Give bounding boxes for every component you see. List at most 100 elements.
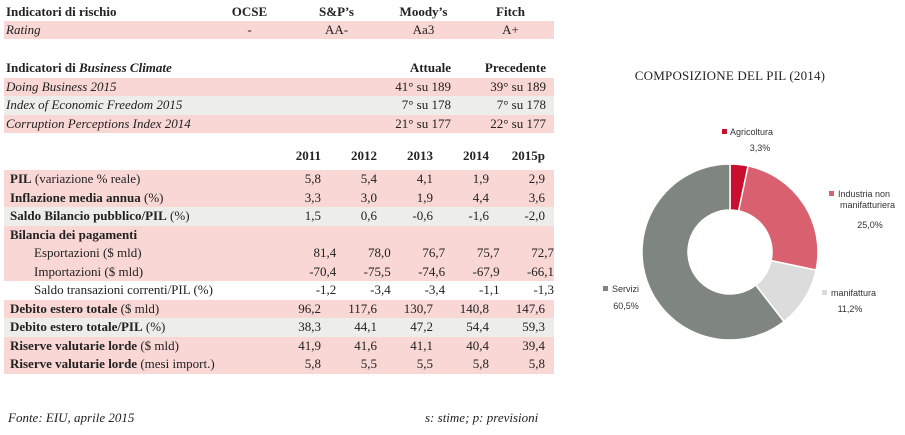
macro-row-label-bold: Riserve valutarie lorde: [10, 337, 138, 353]
macro-row: Debito estero totale/PIL (%) 38,3 44,1 47,2…: [4, 318, 554, 337]
macro-row-label-text: (mesi import.): [137, 356, 215, 371]
macro-row-label: Riserve valutarie lorde ($ mld): [4, 337, 265, 356]
macro-value-cell: 44,1: [354, 319, 377, 334]
macro-value-cell: 4,1: [416, 171, 433, 186]
macro-value-cell: 1,9: [472, 171, 489, 186]
macro-value-cell: 140,8: [459, 300, 489, 316]
macro-row-label-text: (variazione % reale): [31, 171, 141, 186]
business-climate-row-label: Doing Business 2015: [6, 78, 117, 94]
macro-value-cell: -3,4: [424, 282, 446, 297]
macro-value-cell: 3,6: [528, 189, 545, 205]
macro-value-cell: 75,7: [476, 245, 500, 260]
macro-row-label: PIL (variazione % reale): [4, 170, 265, 189]
col-previous-header: Precedente: [484, 60, 546, 75]
business-climate-title: Indicatori di Business Climate: [4, 59, 356, 78]
macro-value-cell: 59,3: [522, 319, 545, 334]
rating-table: Indicatori di rischio OCSE S&P’s Moody’s…: [4, 3, 554, 39]
slice-value-label-1: 25,0%: [857, 220, 883, 230]
macro-row: Bilancia dei pagamenti: [4, 225, 554, 244]
macro-value-cell: -2,0: [524, 208, 545, 223]
macro-value-cell: 5,8: [472, 356, 489, 371]
macro-row-label-bold: Inflazione media annua: [10, 189, 141, 205]
macro-value-cell: -1,3: [533, 282, 555, 297]
macro-row-label-text: Esportazioni ($ mld): [34, 245, 142, 260]
macro-row: Importazioni ($ mld) -70,4 -75,5 -74,6 -67,9…: [4, 262, 554, 282]
rating-header-moodys: Moody’s: [399, 4, 448, 19]
business-climate-title-italic: Business Climate: [78, 60, 172, 75]
macro-row: Inflazione media annua (%) 3,3 3,0 1,9 4,4 3,…: [4, 188, 554, 208]
business-climate-header-row: Indicatori di Business Climate Attuale P…: [4, 59, 554, 78]
rating-value-sp: AA-: [324, 22, 349, 37]
macro-value-cell: -74,6: [418, 263, 446, 279]
macro-value-cell: -1,1: [479, 282, 500, 297]
rating-value-ocse: -: [247, 22, 252, 37]
macro-row: Debito estero totale ($ mld) 96,2 117,6 130…: [4, 299, 554, 319]
macro-value-cell: 3,0: [360, 189, 377, 205]
slice-value-label-0: 3,3%: [750, 143, 771, 153]
legend-note: s: stime; p: previsioni: [425, 410, 539, 425]
macro-value-cell: 3,3: [304, 189, 321, 205]
macro-row-label-text: Importazioni ($ mld): [34, 263, 144, 279]
macro-row-label: Debito estero totale ($ mld): [4, 300, 265, 319]
macro-row: Saldo transazioni correnti/PIL (%) -1,2 -3…: [4, 281, 554, 300]
macro-value-cell: 1,9: [416, 189, 433, 205]
macro-value-cell: 5,8: [304, 356, 321, 371]
macro-value-cell: -0,6: [412, 208, 433, 223]
macro-value-cell: 5,4: [360, 171, 377, 186]
business-climate-row-label: Corruption Perceptions Index 2014: [6, 115, 191, 131]
macro-header-row: 2011 2012 2013 2014 2015p: [4, 146, 554, 166]
business-climate-previous: 39° su 189: [490, 78, 546, 94]
macro-value-cell: 5,5: [360, 356, 377, 371]
slice-value-label-2: 11,2%: [838, 304, 863, 314]
legend-swatch-0: [722, 129, 727, 134]
rating-header-label: Indicatori di rischio: [6, 4, 117, 19]
macro-value-cell: 38,3: [298, 319, 321, 334]
macro-value-cell: 5,8: [304, 171, 321, 186]
macro-row-label-bold: Riserve valutarie lorde: [10, 356, 138, 371]
macro-value-cell: 47,2: [410, 319, 433, 334]
legend-swatch-1: [829, 191, 834, 196]
macro-value-cell: 0,6: [360, 208, 377, 223]
business-climate-title-prefix: Indicatori di: [6, 60, 79, 75]
col-current-header: Attuale: [409, 60, 451, 75]
macro-value-cell: -1,6: [468, 208, 489, 223]
macro-value-cell: -67,9: [472, 263, 500, 279]
slice-category-label-3: Servizi: [612, 284, 639, 294]
rating-row-label: Rating: [6, 22, 41, 37]
macro-value-cell: 41,6: [354, 337, 377, 353]
rating-header-sp: S&P’s: [319, 4, 354, 19]
macro-row-label: Debito estero totale/PIL (%): [4, 318, 265, 337]
macro-row-label-bold: Bilancia dei pagamenti: [10, 226, 138, 242]
source-note: Fonte: EIU, aprile 2015: [8, 410, 135, 425]
macro-row-label-bold: PIL: [10, 171, 32, 186]
macro-value-cell: 1,5: [304, 208, 321, 223]
macro-row-label-bold: Saldo Bilancio pubblico/PIL: [10, 208, 167, 223]
macro-row-label-text: ($ mld): [117, 300, 160, 316]
macro-row-label: Inflazione media annua (%): [4, 189, 265, 208]
macro-value-cell: -75,5: [363, 263, 391, 279]
business-climate-row-label: Index of Economic Freedom 2015: [6, 97, 183, 112]
business-climate-previous: 22° su 177: [490, 115, 546, 131]
business-climate-row: Corruption Perceptions Index 2014 21° su…: [4, 114, 554, 133]
macro-row: PIL (variazione % reale) 5,8 5,4 4,1 1,9 2,9: [4, 170, 554, 189]
macro-value-cell: 130,7: [403, 300, 433, 316]
year-header: 2014: [463, 147, 489, 163]
rating-header-fitch: Fitch: [496, 4, 525, 19]
macro-row-label: Saldo transazioni correnti/PIL (%): [4, 281, 282, 300]
macro-row-label-text: (%): [142, 319, 166, 334]
macro-value-cell: -1,2: [315, 282, 337, 297]
chart-title: COMPOSIZIONE DEL PIL (2014): [634, 68, 826, 83]
macro-value-cell: 40,4: [466, 337, 489, 353]
macro-value-cell: 54,4: [466, 319, 489, 334]
macro-row-label-bold: Debito estero totale: [10, 300, 118, 316]
macro-value-cell: 72,7: [531, 245, 555, 260]
macro-row-label: Saldo Bilancio pubblico/PIL (%): [4, 207, 265, 226]
macro-row-label: Importazioni ($ mld): [4, 263, 282, 282]
slice-category-label-1: Industria non manifatturiera: [838, 189, 895, 210]
macro-value-cell: 5,5: [416, 356, 433, 371]
macro-value-cell: 2,9: [528, 171, 545, 186]
macro-value-cell: 5,8: [528, 356, 545, 371]
macro-value-cell: 117,6: [348, 300, 377, 316]
macro-row-label: Esportazioni ($ mld): [4, 244, 282, 263]
legend-swatch-3: [603, 286, 608, 291]
